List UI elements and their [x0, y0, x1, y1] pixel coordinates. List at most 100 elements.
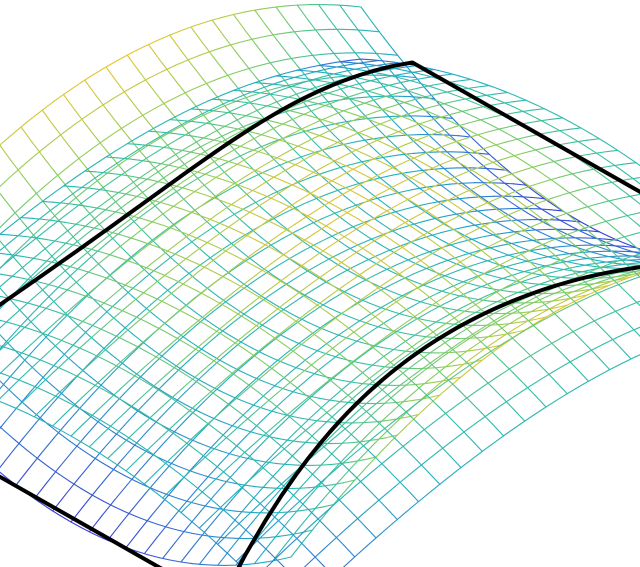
saddle-mesh-segment — [456, 309, 469, 313]
dome-mesh-segment — [520, 253, 533, 265]
saddle-mesh-segment — [552, 299, 567, 308]
saddle-mesh-segment — [416, 122, 430, 136]
dome-mesh-segment — [299, 500, 312, 513]
saddle-mesh-segment — [273, 502, 288, 519]
dome-mesh-segment — [123, 369, 136, 377]
saddle-mesh-segment — [266, 164, 281, 172]
saddle-mesh-segment — [153, 165, 168, 176]
dome-mesh-segment — [366, 123, 381, 130]
dome-mesh-segment — [494, 91, 509, 95]
dome-mesh-segment — [175, 279, 188, 287]
saddle-mesh-segment — [46, 380, 59, 391]
dome-mesh-segment — [299, 233, 314, 244]
dome-mesh-segment — [439, 376, 454, 387]
dome-mesh-segment — [321, 522, 334, 535]
dome-mesh-segment — [31, 287, 46, 300]
dome-mesh-segment — [252, 181, 266, 192]
saddle-mesh-segment — [187, 510, 202, 527]
dome-mesh-segment — [201, 387, 216, 400]
saddle-mesh-segment — [405, 170, 419, 174]
dome-mesh-segment — [122, 338, 135, 346]
saddle-mesh-segment — [150, 201, 164, 215]
saddle-mesh-segment — [224, 105, 237, 120]
dome-mesh-segment — [232, 406, 245, 417]
dome-mesh-segment — [373, 281, 388, 292]
saddle-mesh-segment — [223, 344, 238, 357]
saddle-mesh-segment — [334, 238, 348, 247]
saddle-mesh-segment — [522, 310, 535, 314]
saddle-mesh-segment — [393, 50, 406, 65]
saddle-mesh-segment — [319, 256, 334, 265]
saddle-mesh-segment — [340, 61, 353, 77]
saddle-mesh-segment — [242, 121, 257, 128]
saddle-mesh-segment — [386, 154, 401, 158]
dome-mesh-segment — [0, 273, 13, 277]
dome-mesh-segment — [339, 168, 354, 177]
dome-mesh-segment — [141, 241, 154, 246]
saddle-mesh-segment — [58, 200, 73, 213]
dome-mesh-segment — [236, 113, 251, 121]
dome-mesh-segment — [390, 144, 405, 152]
dome-mesh-segment — [96, 207, 109, 211]
saddle-mesh-segment — [323, 230, 337, 240]
dome-mesh-segment — [0, 372, 5, 375]
dome-mesh-segment — [603, 176, 617, 186]
dome-mesh-segment — [60, 192, 74, 204]
saddle-mesh-segment — [516, 219, 531, 221]
dome-mesh-segment — [166, 309, 181, 322]
saddle-mesh-segment — [265, 381, 280, 394]
saddle-mesh-segment — [259, 235, 272, 246]
dome-mesh-segment — [413, 395, 428, 406]
saddle-mesh-segment — [76, 221, 91, 234]
saddle-mesh-segment — [263, 380, 276, 387]
saddle-mesh-segment — [287, 81, 302, 86]
dome-mesh-segment — [541, 244, 554, 255]
dome-mesh-segment — [387, 144, 400, 152]
saddle-mesh-segment — [59, 450, 74, 468]
saddle-mesh-segment — [263, 265, 278, 276]
dome-mesh-segment — [213, 123, 226, 127]
saddle-mesh-segment — [523, 318, 536, 323]
saddle-mesh-segment — [518, 196, 533, 198]
saddle-mesh-segment — [570, 225, 583, 233]
dome-mesh-segment — [280, 179, 293, 186]
saddle-mesh-segment — [420, 249, 435, 256]
saddle-mesh-segment — [285, 388, 298, 394]
dome-mesh-segment — [384, 466, 398, 480]
saddle-mesh-segment — [98, 304, 112, 316]
saddle-mesh-segment — [56, 346, 69, 359]
dome-mesh-segment — [290, 159, 305, 168]
dome-mesh-segment — [297, 423, 310, 435]
dome-mesh-segment — [427, 432, 440, 445]
saddle-mesh-segment — [240, 341, 253, 349]
saddle-mesh-segment — [453, 316, 468, 325]
saddle-mesh-segment — [302, 240, 315, 250]
saddle-mesh-segment — [348, 455, 363, 471]
saddle-mesh-segment — [174, 59, 189, 66]
dome-mesh-segment — [445, 279, 458, 290]
dome-mesh-segment — [341, 133, 356, 141]
saddle-mesh-segment — [381, 327, 394, 332]
saddle-mesh-segment — [113, 259, 128, 272]
dome-mesh-segment — [425, 93, 439, 98]
dome-mesh-segment — [233, 480, 247, 492]
dome-mesh-segment — [558, 390, 573, 400]
dome-mesh-segment — [218, 273, 231, 281]
dome-mesh-segment — [319, 199, 334, 209]
saddle-mesh-segment — [222, 508, 236, 512]
dome-mesh-segment — [420, 161, 433, 169]
dome-mesh-segment — [357, 218, 370, 227]
dome-mesh-segment — [58, 397, 71, 405]
dome-mesh-segment — [276, 206, 290, 216]
dome-mesh-segment — [340, 63, 355, 67]
dome-mesh-segment — [278, 323, 293, 336]
saddle-mesh-segment — [123, 438, 136, 446]
saddle-mesh-segment — [138, 239, 153, 251]
dome-mesh-segment — [302, 361, 317, 373]
dome-mesh-segment — [492, 86, 505, 92]
dome-mesh-segment — [404, 287, 419, 297]
saddle-mesh-segment — [149, 70, 164, 79]
saddle-mesh-segment — [226, 206, 239, 219]
dome-mesh-segment — [148, 300, 163, 313]
dome-mesh-segment — [403, 339, 417, 351]
